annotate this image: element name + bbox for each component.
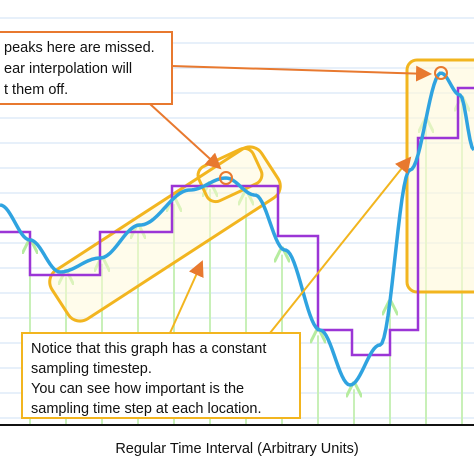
peak-marker bbox=[434, 66, 448, 80]
note-text: t them off. bbox=[4, 82, 68, 98]
note-text: You can see how important is the bbox=[31, 381, 244, 397]
note-text: peaks here are missed. bbox=[4, 40, 155, 56]
signal-curve bbox=[0, 71, 474, 387]
note-text: Notice that this graph has a constant bbox=[31, 341, 266, 357]
note-text: ear interpolation will bbox=[4, 61, 132, 77]
x-axis-label: Regular Time Interval (Arbitrary Units) bbox=[115, 441, 358, 457]
pointer bbox=[169, 260, 204, 334]
note-text: sampling time step at each location. bbox=[31, 401, 262, 417]
highlight-box bbox=[48, 145, 282, 323]
peak-marker bbox=[219, 171, 233, 185]
note-text: sampling timestep. bbox=[31, 361, 152, 377]
pointer bbox=[171, 65, 432, 82]
note-box bbox=[21, 332, 301, 419]
pointer bbox=[149, 103, 222, 170]
note-box bbox=[0, 31, 173, 105]
pointer bbox=[269, 156, 412, 334]
step-line bbox=[0, 86, 474, 357]
